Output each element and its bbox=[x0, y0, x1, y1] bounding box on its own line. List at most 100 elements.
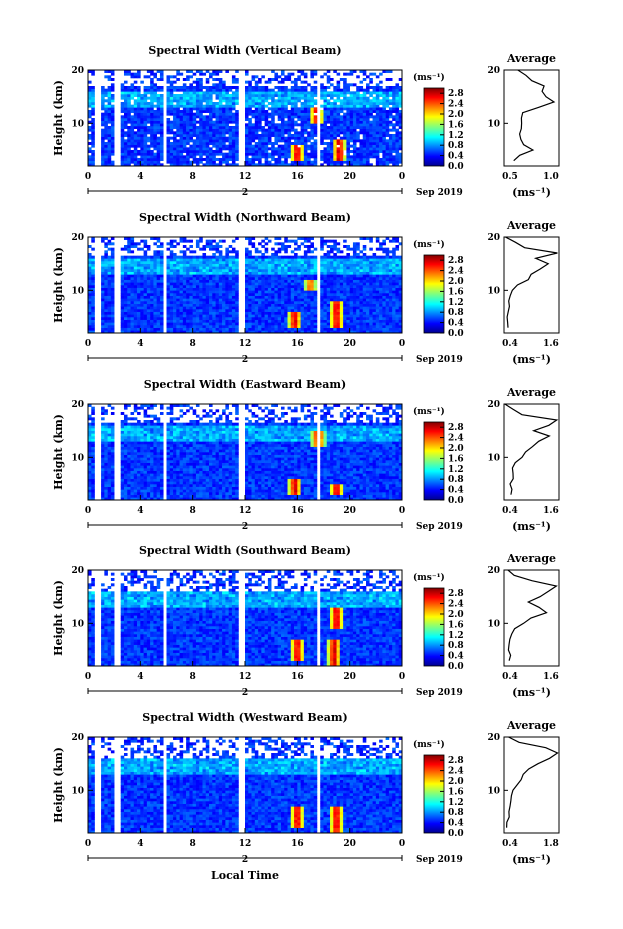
heatmap-cell bbox=[359, 115, 364, 119]
heatmap-cell bbox=[336, 309, 341, 312]
heatmap-cell bbox=[264, 250, 269, 254]
heatmap-cell bbox=[280, 306, 285, 310]
heatmap-cell bbox=[297, 237, 301, 240]
heatmap-cell bbox=[326, 110, 331, 113]
heatmap-cell bbox=[173, 311, 177, 315]
heatmap-cell bbox=[267, 107, 272, 111]
heatmap-cell bbox=[356, 99, 360, 103]
heatmap-cell bbox=[120, 136, 125, 140]
heatmap-cell bbox=[274, 102, 279, 105]
heatmap-cell bbox=[215, 309, 220, 312]
heatmap-cell bbox=[336, 314, 341, 318]
heatmap-cell bbox=[143, 311, 148, 315]
heatmap-cell bbox=[274, 107, 279, 111]
heatmap-cell bbox=[153, 301, 157, 304]
heatmap-cell bbox=[245, 104, 249, 108]
heatmap-cell bbox=[366, 160, 370, 164]
heatmap-cell bbox=[251, 131, 256, 135]
heatmap-cell bbox=[333, 322, 337, 326]
heatmap-cell bbox=[333, 128, 337, 132]
heatmap-cell bbox=[88, 245, 92, 248]
heatmap-cell bbox=[251, 75, 256, 79]
heatmap-cell bbox=[303, 317, 308, 320]
heatmap-cell bbox=[110, 311, 115, 315]
heatmap-cell bbox=[261, 261, 265, 264]
heatmap-cell bbox=[313, 269, 318, 272]
heatmap-cell bbox=[189, 91, 193, 95]
heatmap-cell bbox=[153, 134, 157, 137]
heatmap-cell bbox=[307, 255, 311, 259]
heatmap-cell bbox=[192, 279, 197, 283]
heatmap-cell bbox=[107, 261, 112, 264]
heatmap-cell bbox=[189, 279, 193, 283]
heatmap-cell bbox=[107, 287, 112, 291]
heatmap-cell bbox=[153, 311, 157, 315]
heatmap-cell bbox=[346, 290, 350, 294]
heatmap-cell bbox=[205, 110, 210, 113]
heatmap-cell bbox=[143, 287, 148, 291]
heatmap-cell bbox=[225, 70, 229, 73]
heatmap-cell bbox=[150, 237, 154, 240]
heatmap-cell bbox=[307, 319, 311, 323]
heatmap-cell bbox=[225, 128, 229, 132]
heatmap-cell bbox=[294, 255, 298, 259]
heatmap-cell bbox=[127, 91, 131, 95]
heatmap-cell bbox=[320, 247, 324, 251]
heatmap-cell bbox=[209, 255, 213, 259]
heatmap-cell bbox=[346, 277, 350, 280]
heatmap-cell bbox=[248, 128, 252, 132]
heatmap-cell bbox=[153, 118, 157, 121]
heatmap-cell bbox=[209, 131, 213, 135]
heatmap-cell bbox=[313, 102, 318, 105]
heatmap-cell bbox=[287, 123, 292, 127]
heatmap-cell bbox=[186, 123, 190, 127]
heatmap-cell bbox=[333, 266, 337, 270]
heatmap-cell bbox=[101, 274, 105, 278]
heatmap-cell bbox=[228, 107, 233, 111]
heatmap-cell bbox=[254, 274, 259, 278]
heatmap-cell bbox=[385, 112, 390, 116]
heatmap-cell bbox=[215, 96, 220, 100]
heatmap-cell bbox=[179, 271, 184, 275]
heatmap-cell bbox=[107, 309, 112, 312]
heatmap-cell bbox=[192, 88, 197, 92]
heatmap-cells bbox=[88, 237, 403, 334]
heatmap-cell bbox=[110, 104, 115, 108]
heatmap-cell bbox=[258, 269, 262, 272]
heatmap-cell bbox=[248, 330, 252, 334]
heatmap-cell bbox=[143, 309, 148, 312]
heatmap-cell bbox=[182, 134, 187, 137]
heatmap-cell bbox=[218, 274, 223, 278]
heatmap-cell bbox=[153, 269, 157, 272]
heatmap-cell bbox=[297, 269, 301, 272]
heatmap-cell bbox=[294, 271, 298, 275]
heatmap-cell bbox=[127, 322, 131, 326]
heatmap-cell bbox=[235, 314, 239, 318]
heatmap-cell bbox=[362, 70, 367, 73]
heatmap-cell bbox=[137, 123, 141, 127]
heatmap-cell bbox=[343, 266, 347, 270]
heatmap-cell bbox=[251, 144, 256, 148]
heatmap-cell bbox=[267, 325, 272, 328]
heatmap-cell bbox=[186, 255, 190, 259]
heatmap-cell bbox=[150, 72, 154, 76]
heatmap-cell bbox=[343, 274, 347, 278]
heatmap-cell bbox=[140, 266, 144, 270]
heatmap-cell bbox=[267, 160, 272, 164]
heatmap-cell bbox=[120, 301, 125, 304]
heatmap-cell bbox=[326, 274, 331, 278]
heatmap-cell bbox=[192, 317, 197, 320]
heatmap-cell bbox=[199, 123, 203, 127]
heatmap-cell bbox=[88, 253, 92, 256]
heatmap-cell bbox=[231, 290, 236, 294]
heatmap-cell bbox=[110, 285, 115, 288]
heatmap-cell bbox=[127, 160, 131, 164]
heatmap-cell bbox=[137, 102, 141, 105]
heatmap-cell bbox=[248, 317, 252, 320]
heatmap-cell bbox=[88, 319, 92, 323]
heatmap-cell bbox=[91, 239, 95, 243]
heatmap-cell bbox=[120, 325, 125, 328]
heatmap-cell bbox=[343, 112, 347, 116]
heatmap-cell bbox=[303, 287, 308, 291]
heatmap-cell bbox=[258, 279, 262, 283]
